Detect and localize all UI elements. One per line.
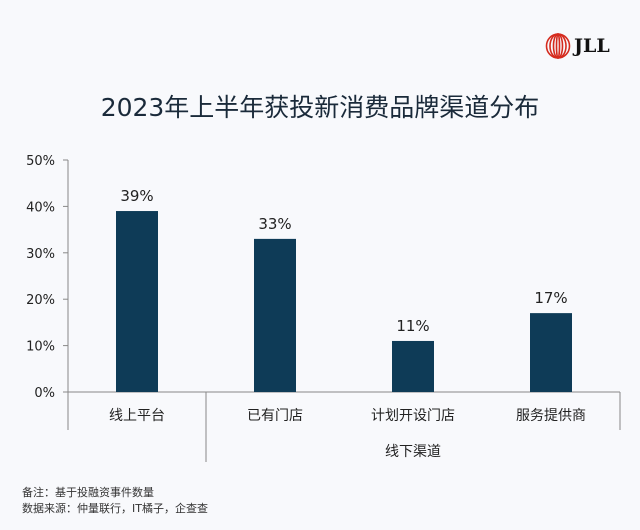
bar bbox=[392, 340, 434, 392]
data-label: 33% bbox=[258, 215, 291, 233]
bar bbox=[116, 211, 158, 392]
y-tick-label: 30% bbox=[26, 247, 55, 262]
source-text: 数据来源：仲量联行，IT橘子，企查查 bbox=[22, 502, 208, 515]
y-tick-label: 40% bbox=[26, 200, 55, 215]
logo-text: JLL bbox=[574, 35, 610, 57]
group-label: 线下渠道 bbox=[385, 444, 441, 460]
x-tick-label: 服务提供商 bbox=[516, 408, 586, 424]
bar bbox=[530, 313, 572, 392]
y-tick-label: 50% bbox=[26, 154, 55, 169]
x-tick-label: 计划开设门店 bbox=[371, 408, 455, 424]
bar bbox=[254, 238, 296, 392]
y-tick-label: 0% bbox=[34, 386, 55, 401]
chart-title: 2023年上半年获投新消费品牌渠道分布 bbox=[100, 93, 540, 122]
jll-logo: JLL bbox=[545, 33, 610, 59]
jll-logo-icon bbox=[545, 33, 571, 59]
plot-area: 0% 10% 20% 30% 40% 50% 39% 线上平台 33% 已有门店 11% 计划开设门店… bbox=[26, 154, 621, 462]
x-tick-label: 线上平台 bbox=[109, 408, 165, 424]
data-label: 39% bbox=[120, 187, 153, 205]
y-tick-label: 20% bbox=[26, 293, 55, 308]
note-text: 备注：基于投融资事件数量 bbox=[22, 486, 154, 499]
data-label: 11% bbox=[396, 317, 429, 335]
y-tick-label: 10% bbox=[26, 340, 55, 355]
x-tick-label: 已有门店 bbox=[247, 408, 303, 424]
data-label: 17% bbox=[534, 289, 567, 307]
